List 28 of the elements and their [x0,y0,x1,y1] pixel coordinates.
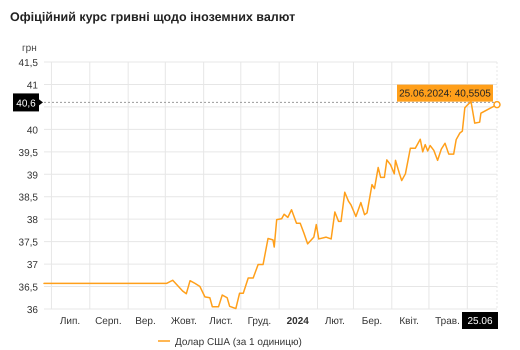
y-tick-label: 37,5 [18,238,38,249]
x-tick-label: Бер. [362,316,382,327]
x-tick-label: Жовт. [170,316,197,327]
annotation: 25.06.2024: 40,5505 [399,88,492,100]
y-tick-label: 38,5 [18,192,38,204]
y-tick-label: 41 [26,80,38,92]
y-tick-label: 37 [26,260,38,272]
chart-title: Офіційний курс гривні щодо іноземних валют [10,10,296,24]
y-axis-title: грн [22,43,37,54]
x-tick-label: 2024 [286,316,310,327]
x-tick-label: 25.06 [467,316,493,327]
x-tick-label: Серп. [95,316,122,327]
y-tick-label: 40 [26,125,38,136]
y-tick-label: 36,5 [18,282,38,294]
x-tick-label: Груд. [248,316,272,327]
x-tick-label: Трав. [435,316,460,327]
legend-label: Долар США (за 1 одиницю) [175,337,302,348]
y-tick-label: 41,5 [18,58,38,69]
x-tick-label: Вер. [135,316,156,327]
y-tick-label: 39 [26,170,38,182]
y-tick-label: 36 [26,305,38,316]
x-tick-label: Лип. [60,316,80,327]
x-tick-label: Квіт. [399,316,419,327]
x-tick-label: Лют. [324,316,345,327]
y-tick-label: 39,5 [18,148,38,159]
x-tick-label: Лист. [209,316,233,327]
y-tick-label: 38 [26,215,38,226]
ref-line-label: 40,6 [16,98,36,110]
